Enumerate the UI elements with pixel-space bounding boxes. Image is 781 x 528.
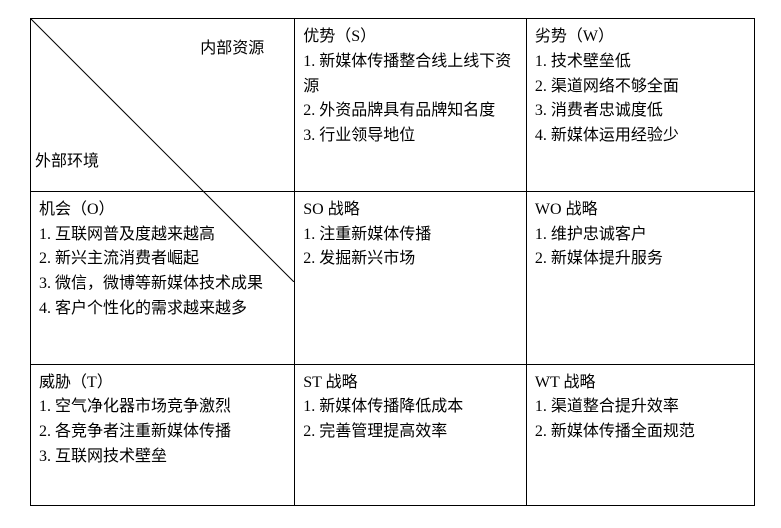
opportunities-title: 机会（O） bbox=[39, 198, 286, 223]
threats-cell: 威胁（T） 1. 空气净化器市场竞争激烈 2. 各竞争者注重新媒体传播 3. 互… bbox=[31, 364, 295, 506]
list-item: 2. 发掘新兴市场 bbox=[303, 247, 518, 272]
table-row: 威胁（T） 1. 空气净化器市场竞争激烈 2. 各竞争者注重新媒体传播 3. 互… bbox=[31, 364, 755, 506]
list-item: 4. 客户个性化的需求越来越多 bbox=[39, 297, 286, 322]
list-item: 2. 完善管理提高效率 bbox=[303, 420, 518, 445]
wt-strategy-cell: WT 战略 1. 渠道整合提升效率 2. 新媒体传播全面规范 bbox=[526, 364, 754, 506]
swot-table: 内部资源 外部环境 优势（S） 1. 新媒体传播整合线上线下资源 2. 外资品牌… bbox=[30, 18, 755, 506]
weaknesses-cell: 劣势（W） 1. 技术壁垒低 2. 渠道网络不够全面 3. 消费者忠诚度低 4.… bbox=[526, 19, 754, 192]
page: 内部资源 外部环境 优势（S） 1. 新媒体传播整合线上线下资源 2. 外资品牌… bbox=[0, 0, 781, 528]
list-item: 1. 互联网普及度越来越高 bbox=[39, 223, 286, 248]
table-row: 机会（O） 1. 互联网普及度越来越高 2. 新兴主流消费者崛起 3. 微信，微… bbox=[31, 191, 755, 364]
list-item: 4. 新媒体运用经验少 bbox=[535, 124, 746, 149]
list-item: 3. 微信，微博等新媒体技术成果 bbox=[39, 272, 286, 297]
list-item: 2. 新媒体传播全面规范 bbox=[535, 420, 746, 445]
list-item: 3. 互联网技术壁垒 bbox=[39, 445, 286, 470]
wo-strategy-title: WO 战略 bbox=[535, 198, 746, 223]
st-strategy-cell: ST 战略 1. 新媒体传播降低成本 2. 完善管理提高效率 bbox=[295, 364, 527, 506]
list-item: 1. 新媒体传播降低成本 bbox=[303, 395, 518, 420]
strengths-title: 优势（S） bbox=[303, 25, 518, 50]
so-strategy-title: SO 战略 bbox=[303, 198, 518, 223]
table-row: 内部资源 外部环境 优势（S） 1. 新媒体传播整合线上线下资源 2. 外资品牌… bbox=[31, 19, 755, 192]
wo-strategy-cell: WO 战略 1. 维护忠诚客户 2. 新媒体提升服务 bbox=[526, 191, 754, 364]
external-environment-label: 外部环境 bbox=[35, 150, 99, 175]
st-strategy-title: ST 战略 bbox=[303, 371, 518, 396]
list-item: 2. 外资品牌具有品牌知名度 bbox=[303, 99, 518, 124]
list-item: 2. 各竞争者注重新媒体传播 bbox=[39, 420, 286, 445]
list-item: 1. 维护忠诚客户 bbox=[535, 223, 746, 248]
list-item: 3. 消费者忠诚度低 bbox=[535, 99, 746, 124]
list-item: 1. 注重新媒体传播 bbox=[303, 223, 518, 248]
strengths-cell: 优势（S） 1. 新媒体传播整合线上线下资源 2. 外资品牌具有品牌知名度 3.… bbox=[295, 19, 527, 192]
diagonal-header-cell: 内部资源 外部环境 bbox=[31, 19, 295, 192]
list-item: 1. 渠道整合提升效率 bbox=[535, 395, 746, 420]
list-item: 2. 渠道网络不够全面 bbox=[535, 75, 746, 100]
list-item: 2. 新兴主流消费者崛起 bbox=[39, 247, 286, 272]
opportunities-cell: 机会（O） 1. 互联网普及度越来越高 2. 新兴主流消费者崛起 3. 微信，微… bbox=[31, 191, 295, 364]
so-strategy-cell: SO 战略 1. 注重新媒体传播 2. 发掘新兴市场 bbox=[295, 191, 527, 364]
weaknesses-title: 劣势（W） bbox=[535, 25, 746, 50]
list-item: 2. 新媒体提升服务 bbox=[535, 247, 746, 272]
list-item: 1. 新媒体传播整合线上线下资源 bbox=[303, 50, 518, 100]
list-item: 1. 空气净化器市场竞争激烈 bbox=[39, 395, 286, 420]
threats-title: 威胁（T） bbox=[39, 371, 286, 396]
list-item: 3. 行业领导地位 bbox=[303, 124, 518, 149]
list-item: 1. 技术壁垒低 bbox=[535, 50, 746, 75]
internal-resources-label: 内部资源 bbox=[200, 37, 264, 62]
wt-strategy-title: WT 战略 bbox=[535, 371, 746, 396]
